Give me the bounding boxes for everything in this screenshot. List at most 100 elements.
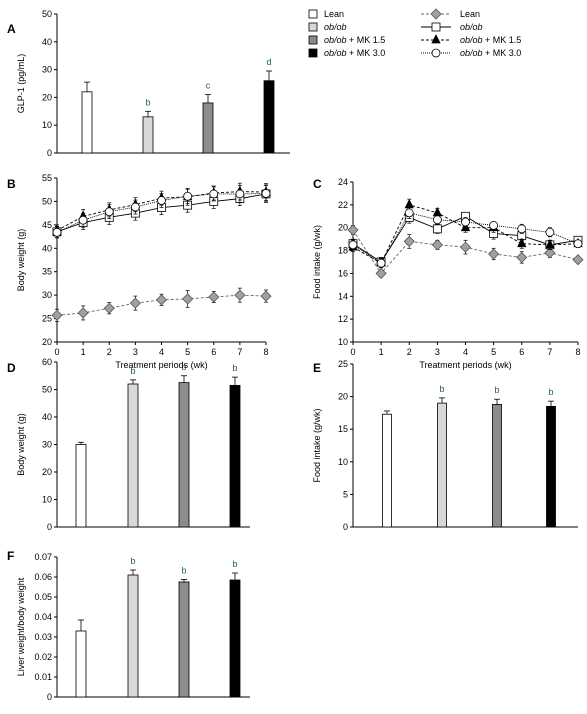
- bar-F: [229, 579, 241, 698]
- y-tick-label-E: 20: [338, 392, 348, 402]
- y-tick-label-D: 50: [42, 385, 52, 395]
- bar-F: [178, 581, 190, 698]
- data-point-C: [459, 241, 472, 253]
- y-tick-label-B: 35: [42, 267, 52, 277]
- data-point-B: [77, 307, 89, 319]
- legend-label: ob/ob: [324, 22, 347, 32]
- y-axis-label-B: Body weight (g): [16, 229, 26, 292]
- y-tick-label-A: 10: [42, 120, 52, 130]
- y-tick-label-C: 24: [338, 177, 348, 187]
- y-tick-label-F: 0.04: [34, 612, 52, 622]
- data-point-C: [431, 239, 443, 251]
- legend-label: ob/ob + MK 1.5: [324, 35, 385, 45]
- data-point-B: [182, 293, 194, 305]
- data-point-C: [545, 238, 555, 249]
- data-point-C: [432, 215, 442, 225]
- y-tick-label-E: 5: [343, 489, 348, 499]
- series-line-C: [352, 204, 579, 264]
- x-tick-label-C: 7: [547, 347, 552, 357]
- data-point-C: [517, 224, 527, 234]
- y-axis-label-E: Food intake (g/wk): [312, 408, 322, 482]
- y-tick-label-E: 0: [343, 522, 348, 532]
- data-point-B: [157, 196, 166, 205]
- bar-A: [263, 80, 275, 154]
- y-tick-label-D: 60: [42, 357, 52, 367]
- data-point-B: [183, 191, 193, 201]
- data-point-C: [544, 247, 556, 259]
- y-tick-label-B: 45: [42, 220, 52, 230]
- y-tick-label-C: 18: [338, 246, 348, 256]
- x-axis-label-B: Treatment periods (wk): [115, 360, 207, 370]
- data-point-C: [404, 208, 414, 218]
- data-point-B: [78, 215, 88, 225]
- x-tick-label-C: 5: [491, 347, 496, 357]
- data-point-C: [572, 254, 584, 266]
- x-tick-label-C: 3: [435, 347, 440, 357]
- panel-label-B: B: [7, 177, 16, 191]
- data-point-C: [516, 251, 528, 263]
- significance-label-A: b: [145, 97, 150, 107]
- data-point-B: [129, 297, 141, 309]
- y-tick-label-F: 0.01: [34, 672, 52, 682]
- y-tick-label-D: 30: [42, 440, 52, 450]
- legend-marker: [431, 48, 441, 58]
- y-tick-label-A: 40: [42, 37, 52, 47]
- x-tick-label-B: 2: [107, 347, 112, 357]
- x-tick-label-C: 0: [350, 347, 355, 357]
- y-tick-label-F: 0: [47, 692, 52, 702]
- significance-label-A: c: [206, 81, 211, 91]
- bar-D: [229, 384, 241, 528]
- y-tick-label-F: 0.02: [34, 652, 52, 662]
- legend-marker: [430, 8, 442, 20]
- significance-label-F: b: [130, 556, 135, 566]
- bar-F: [127, 574, 139, 698]
- y-tick-label-D: 40: [42, 412, 52, 422]
- data-point-B: [104, 207, 114, 217]
- data-point-B: [208, 291, 220, 303]
- y-axis-label-C: Food intake (g/wk): [312, 225, 322, 299]
- y-axis-label-F: Liver weight/body weight: [16, 577, 26, 676]
- x-tick-label-C: 4: [463, 347, 468, 357]
- significance-label-E: b: [439, 384, 444, 394]
- y-tick-label-C: 20: [338, 223, 348, 233]
- y-tick-label-A: 30: [42, 65, 52, 75]
- legend-swatch: [308, 48, 318, 58]
- bar-A: [202, 102, 214, 154]
- legend-swatch: [308, 35, 318, 45]
- legend-label: ob/ob + MK 3.0: [460, 48, 521, 58]
- bar-E: [492, 404, 502, 528]
- y-tick-label-A: 0: [47, 148, 52, 158]
- data-point-C: [432, 206, 443, 217]
- x-axis-label-C: Treatment periods (wk): [419, 360, 511, 370]
- panel-label-C: C: [313, 177, 322, 191]
- bar-E: [546, 405, 556, 528]
- y-tick-label-C: 12: [338, 314, 348, 324]
- data-point-B: [130, 202, 140, 212]
- y-tick-label-B: 55: [42, 173, 52, 183]
- y-tick-label-B: 40: [42, 243, 52, 253]
- data-point-C: [573, 239, 583, 249]
- y-tick-label-C: 10: [338, 337, 348, 347]
- significance-label-E: b: [548, 387, 553, 397]
- data-point-B: [260, 290, 272, 302]
- x-tick-label-B: 1: [81, 347, 86, 357]
- data-point-C: [348, 240, 358, 250]
- y-tick-label-A: 50: [42, 9, 52, 19]
- y-tick-label-E: 15: [338, 424, 348, 434]
- significance-label-D: b: [130, 366, 135, 376]
- y-tick-label-C: 16: [338, 268, 348, 278]
- y-tick-label-D: 20: [42, 467, 52, 477]
- legend-marker: [431, 34, 441, 44]
- data-point-C: [461, 217, 470, 227]
- y-tick-label-F: 0.07: [34, 552, 52, 562]
- data-point-C: [489, 221, 499, 230]
- y-tick-label-B: 50: [42, 196, 52, 206]
- x-tick-label-C: 6: [519, 347, 524, 357]
- legend-label: ob/ob + MK 3.0: [324, 48, 385, 58]
- y-tick-label-B: 20: [42, 337, 52, 347]
- panel-label-F: F: [7, 549, 14, 563]
- y-tick-label-A: 20: [42, 92, 52, 102]
- legend-label: Lean: [324, 9, 344, 19]
